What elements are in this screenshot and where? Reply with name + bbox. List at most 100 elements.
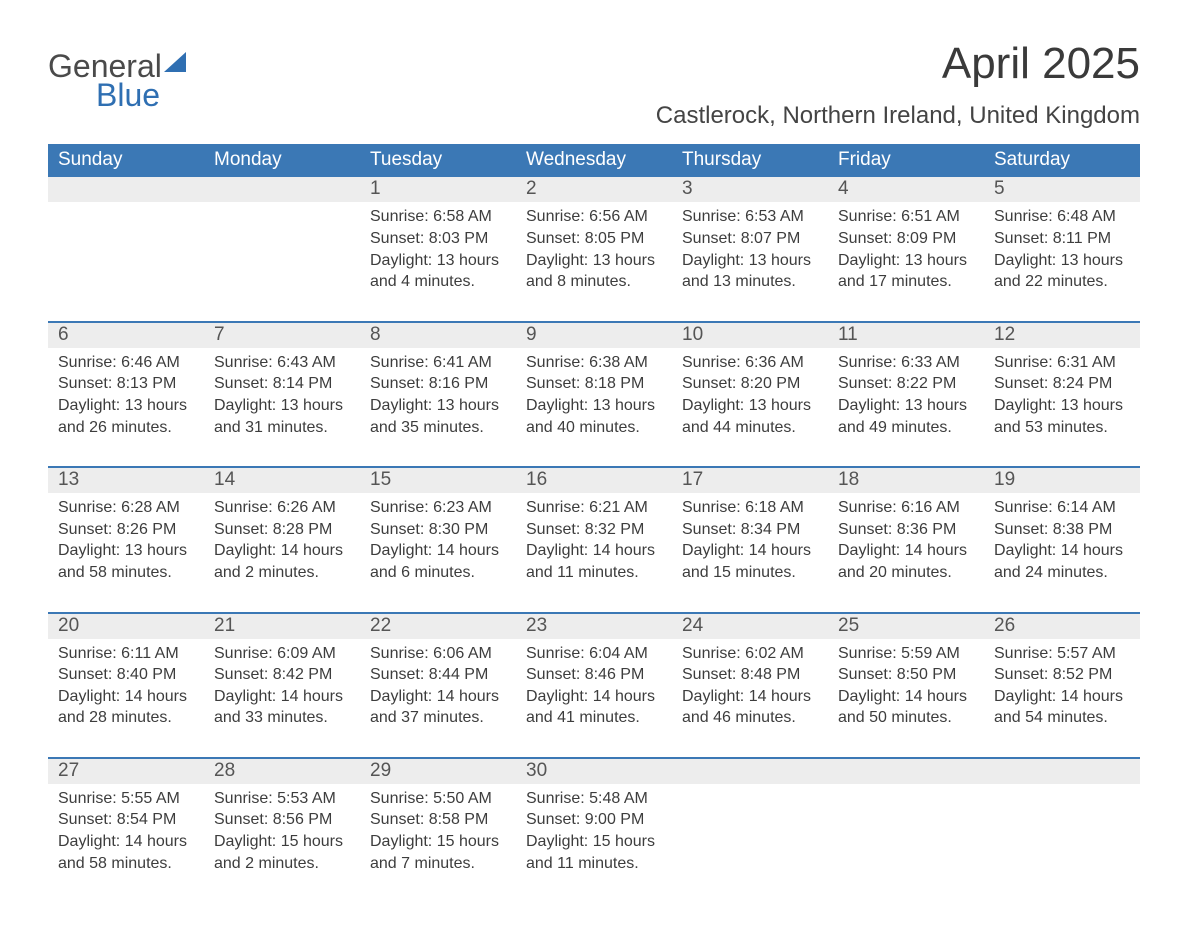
day-header: Thursday	[672, 144, 828, 177]
sunrise-text: Sunrise: 6:33 AM	[838, 352, 974, 374]
day-cell: Sunrise: 5:48 AMSunset: 9:00 PMDaylight:…	[516, 784, 672, 902]
day-cell: Sunrise: 6:48 AMSunset: 8:11 PMDaylight:…	[984, 202, 1140, 320]
day-header: Wednesday	[516, 144, 672, 177]
sunset-text: Sunset: 8:09 PM	[838, 228, 974, 250]
day-cell: Sunrise: 6:46 AMSunset: 8:13 PMDaylight:…	[48, 348, 204, 466]
sunset-text: Sunset: 9:00 PM	[526, 809, 662, 831]
month-title: April 2025	[656, 40, 1140, 88]
day-number-row: 6789101112	[48, 323, 1140, 348]
day-cell: Sunrise: 6:43 AMSunset: 8:14 PMDaylight:…	[204, 348, 360, 466]
sunrise-text: Sunrise: 6:38 AM	[526, 352, 662, 374]
day-number: 19	[984, 468, 1140, 493]
day-cell: Sunrise: 6:33 AMSunset: 8:22 PMDaylight:…	[828, 348, 984, 466]
sunrise-text: Sunrise: 6:18 AM	[682, 497, 818, 519]
day-cell: Sunrise: 5:53 AMSunset: 8:56 PMDaylight:…	[204, 784, 360, 902]
day-number	[672, 759, 828, 784]
sunrise-text: Sunrise: 6:43 AM	[214, 352, 350, 374]
sunrise-text: Sunrise: 5:59 AM	[838, 643, 974, 665]
sunset-text: Sunset: 8:24 PM	[994, 373, 1130, 395]
sunrise-text: Sunrise: 6:41 AM	[370, 352, 506, 374]
sunrise-text: Sunrise: 6:31 AM	[994, 352, 1130, 374]
day-number: 20	[48, 614, 204, 639]
daylight-text: Daylight: 14 hours and 15 minutes.	[682, 540, 818, 583]
sunset-text: Sunset: 8:16 PM	[370, 373, 506, 395]
calendar-week: 27282930Sunrise: 5:55 AMSunset: 8:54 PMD…	[48, 757, 1140, 902]
day-cell: Sunrise: 6:04 AMSunset: 8:46 PMDaylight:…	[516, 639, 672, 757]
daylight-text: Daylight: 14 hours and 37 minutes.	[370, 686, 506, 729]
day-cell: Sunrise: 6:28 AMSunset: 8:26 PMDaylight:…	[48, 493, 204, 611]
daylight-text: Daylight: 14 hours and 28 minutes.	[58, 686, 194, 729]
day-number-row: 20212223242526	[48, 614, 1140, 639]
daylight-text: Daylight: 13 hours and 4 minutes.	[370, 250, 506, 293]
day-cell: Sunrise: 6:26 AMSunset: 8:28 PMDaylight:…	[204, 493, 360, 611]
sunset-text: Sunset: 8:18 PM	[526, 373, 662, 395]
day-number: 6	[48, 323, 204, 348]
day-cell: Sunrise: 6:41 AMSunset: 8:16 PMDaylight:…	[360, 348, 516, 466]
daylight-text: Daylight: 14 hours and 54 minutes.	[994, 686, 1130, 729]
sunset-text: Sunset: 8:26 PM	[58, 519, 194, 541]
sunrise-text: Sunrise: 6:21 AM	[526, 497, 662, 519]
daylight-text: Daylight: 14 hours and 6 minutes.	[370, 540, 506, 583]
sunrise-text: Sunrise: 5:55 AM	[58, 788, 194, 810]
sunset-text: Sunset: 8:11 PM	[994, 228, 1130, 250]
calendar-week: 6789101112Sunrise: 6:46 AMSunset: 8:13 P…	[48, 321, 1140, 466]
day-body-row: Sunrise: 5:55 AMSunset: 8:54 PMDaylight:…	[48, 784, 1140, 902]
daylight-text: Daylight: 13 hours and 58 minutes.	[58, 540, 194, 583]
sunrise-text: Sunrise: 6:53 AM	[682, 206, 818, 228]
sunrise-text: Sunrise: 6:14 AM	[994, 497, 1130, 519]
sunset-text: Sunset: 8:05 PM	[526, 228, 662, 250]
day-number	[48, 177, 204, 202]
day-cell: Sunrise: 6:11 AMSunset: 8:40 PMDaylight:…	[48, 639, 204, 757]
sunset-text: Sunset: 8:56 PM	[214, 809, 350, 831]
calendar-week: 12345Sunrise: 6:58 AMSunset: 8:03 PMDayl…	[48, 177, 1140, 320]
brand-part2: Blue	[96, 77, 194, 114]
sunrise-text: Sunrise: 5:48 AM	[526, 788, 662, 810]
sunrise-text: Sunrise: 5:50 AM	[370, 788, 506, 810]
day-number: 14	[204, 468, 360, 493]
sunrise-text: Sunrise: 6:06 AM	[370, 643, 506, 665]
daylight-text: Daylight: 14 hours and 24 minutes.	[994, 540, 1130, 583]
day-number: 10	[672, 323, 828, 348]
day-number	[204, 177, 360, 202]
daylight-text: Daylight: 14 hours and 20 minutes.	[838, 540, 974, 583]
day-number: 18	[828, 468, 984, 493]
day-number: 16	[516, 468, 672, 493]
sunset-text: Sunset: 8:50 PM	[838, 664, 974, 686]
day-number: 27	[48, 759, 204, 784]
sunset-text: Sunset: 8:34 PM	[682, 519, 818, 541]
sunset-text: Sunset: 8:28 PM	[214, 519, 350, 541]
day-cell	[828, 784, 984, 902]
sunrise-text: Sunrise: 6:11 AM	[58, 643, 194, 665]
day-header: Tuesday	[360, 144, 516, 177]
sunrise-text: Sunrise: 6:28 AM	[58, 497, 194, 519]
day-number: 2	[516, 177, 672, 202]
day-number: 15	[360, 468, 516, 493]
daylight-text: Daylight: 14 hours and 2 minutes.	[214, 540, 350, 583]
sunrise-text: Sunrise: 6:09 AM	[214, 643, 350, 665]
day-number: 12	[984, 323, 1140, 348]
day-number: 13	[48, 468, 204, 493]
sail-icon	[164, 52, 194, 81]
sunset-text: Sunset: 8:20 PM	[682, 373, 818, 395]
daylight-text: Daylight: 13 hours and 49 minutes.	[838, 395, 974, 438]
day-number: 28	[204, 759, 360, 784]
sunset-text: Sunset: 8:52 PM	[994, 664, 1130, 686]
day-number: 8	[360, 323, 516, 348]
day-number	[828, 759, 984, 784]
day-header: Friday	[828, 144, 984, 177]
daylight-text: Daylight: 15 hours and 7 minutes.	[370, 831, 506, 874]
day-cell	[984, 784, 1140, 902]
sunset-text: Sunset: 8:36 PM	[838, 519, 974, 541]
sunset-text: Sunset: 8:46 PM	[526, 664, 662, 686]
sunset-text: Sunset: 8:40 PM	[58, 664, 194, 686]
brand-logo: General Blue	[48, 40, 194, 114]
day-number: 4	[828, 177, 984, 202]
day-cell: Sunrise: 5:55 AMSunset: 8:54 PMDaylight:…	[48, 784, 204, 902]
day-number: 3	[672, 177, 828, 202]
title-block: April 2025 Castlerock, Northern Ireland,…	[656, 40, 1140, 130]
sunset-text: Sunset: 8:44 PM	[370, 664, 506, 686]
day-number: 30	[516, 759, 672, 784]
day-cell: Sunrise: 5:59 AMSunset: 8:50 PMDaylight:…	[828, 639, 984, 757]
daylight-text: Daylight: 13 hours and 31 minutes.	[214, 395, 350, 438]
daylight-text: Daylight: 14 hours and 41 minutes.	[526, 686, 662, 729]
